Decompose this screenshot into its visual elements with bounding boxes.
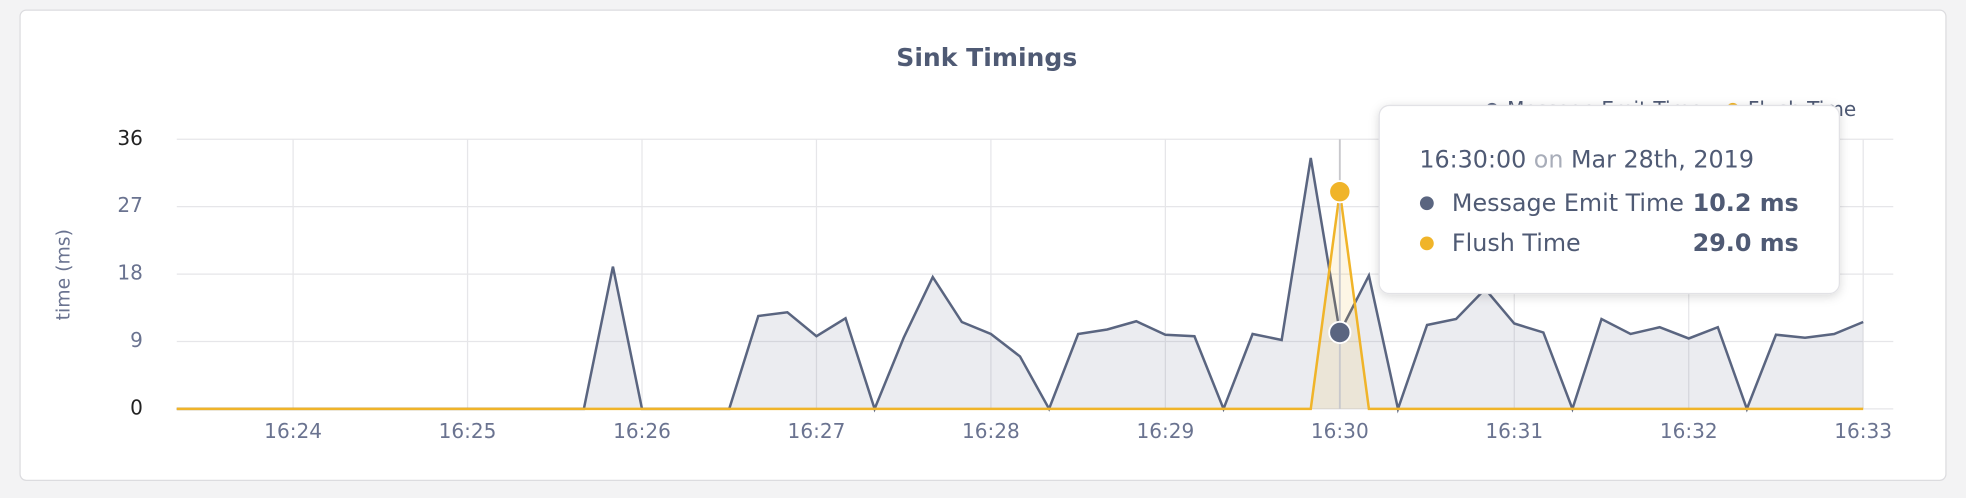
tooltip-box: [1378, 104, 1840, 295]
line: [176, 191, 1864, 411]
x-tick-label: 16:31: [1485, 419, 1543, 443]
chart-title: Sink Timings: [896, 43, 1077, 72]
tooltip-header-part: Mar 28th, 2019: [1571, 145, 1754, 173]
tooltip-value: 29.0 ms: [1693, 229, 1799, 257]
y-axis-label: time (ms): [53, 229, 74, 320]
tooltip-header: 16:30:00 on Mar 28th, 2019: [1419, 145, 1754, 173]
x-tick-label: 16:33: [1834, 419, 1892, 443]
tooltip-series-name: Flush Time: [1452, 229, 1581, 257]
y-tick-label: 18: [117, 261, 143, 285]
x-tick-label: 16:24: [264, 419, 322, 443]
tooltip-series-name: Message Emit Time: [1452, 189, 1684, 217]
y-tick-label: 0: [130, 395, 143, 419]
area: [176, 158, 1864, 409]
hover-dot: [1328, 180, 1352, 204]
hover-dot: [1328, 320, 1352, 345]
y-tick-label: 9: [130, 328, 143, 352]
x-tick-label: 16:28: [962, 419, 1020, 443]
x-tick-label: 16:29: [1136, 419, 1194, 443]
x-tick-label: 16:26: [613, 419, 671, 443]
tooltip-header-part: 16:30:00: [1419, 145, 1526, 173]
tooltip-header-part: on: [1534, 145, 1564, 173]
x-tick-label: 16:27: [788, 419, 846, 443]
x-tick-label: 16:32: [1660, 419, 1718, 443]
x-tick-label: 16:30: [1311, 419, 1369, 443]
tooltip-marker: [1419, 196, 1434, 211]
x-tick-label: 16:25: [439, 419, 497, 443]
tooltip-marker: [1419, 236, 1434, 251]
y-tick-label: 27: [117, 193, 143, 217]
y-tick-label: 36: [117, 126, 143, 150]
tooltip-value: 10.2 ms: [1693, 189, 1799, 217]
